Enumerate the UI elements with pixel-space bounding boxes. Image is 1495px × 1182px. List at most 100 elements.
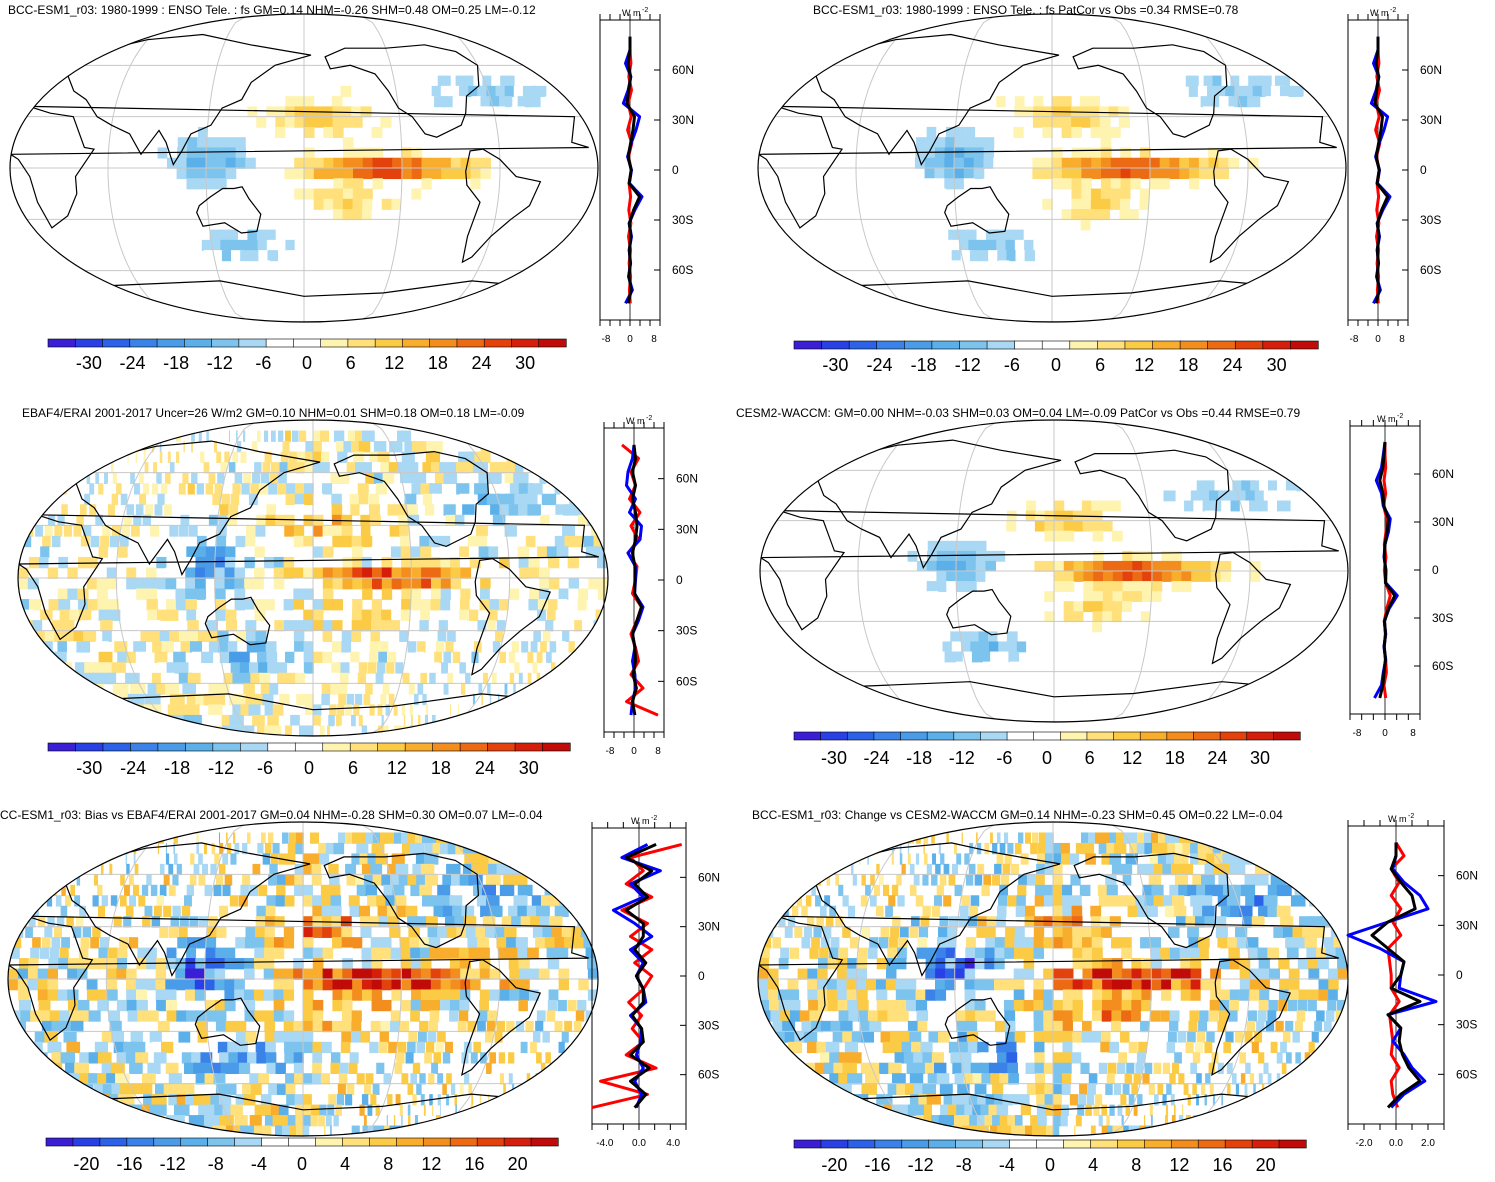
map-cell [252, 472, 261, 484]
coastline [814, 33, 1060, 167]
map-cell [984, 137, 995, 149]
map-field [758, 14, 1346, 322]
colorbar-swatch [422, 1137, 451, 1147]
map-cell [313, 714, 321, 727]
map-cell [80, 620, 94, 632]
map-cell [1014, 239, 1026, 251]
map-cell [517, 905, 531, 917]
map-cell [1062, 1062, 1072, 1074]
map-cell [303, 651, 314, 664]
map-cell [925, 958, 936, 970]
map-cell [304, 483, 314, 495]
map-cell [1091, 1010, 1103, 1022]
map-cell [294, 1073, 304, 1085]
map-cell [498, 1052, 506, 1064]
map-cell [476, 895, 491, 907]
map-cell [294, 1104, 304, 1116]
map-cell [443, 472, 457, 484]
map-cell [264, 1115, 276, 1127]
map-cell [176, 157, 188, 169]
map-cell [994, 947, 1005, 959]
map-cell [236, 137, 247, 149]
map-field [18, 420, 608, 736]
map-cell [1335, 947, 1348, 959]
map-cell [1337, 968, 1348, 980]
map-cell [425, 451, 441, 463]
map-cell [1235, 926, 1248, 938]
map-cell [354, 430, 368, 442]
map-cell [985, 937, 996, 949]
map-cell [800, 863, 802, 876]
map-cell [420, 556, 432, 569]
map-cell [340, 662, 350, 674]
map-cell [164, 239, 178, 251]
map-cell [224, 556, 236, 569]
map-cell [80, 937, 90, 949]
map-cell [997, 905, 1007, 917]
map-cell [1229, 999, 1239, 1012]
map-cell [312, 905, 323, 917]
map-cell [284, 514, 295, 527]
map-cell [479, 958, 491, 970]
map-cell [1239, 989, 1250, 1001]
map-cell [1087, 832, 1100, 844]
map-cell [791, 905, 799, 917]
map-cell [1151, 968, 1162, 980]
map-cell [373, 472, 386, 484]
colorbar-swatch [212, 742, 241, 752]
map-cell [18, 567, 29, 579]
map-cell [303, 1020, 314, 1033]
map-cell [321, 451, 331, 463]
map-cell [957, 229, 970, 241]
map-cell [196, 546, 207, 558]
map-cell [424, 96, 437, 108]
map-cell [1127, 905, 1139, 917]
map-cell [415, 651, 424, 664]
map-cell [486, 895, 500, 907]
map-cell [114, 430, 125, 442]
map-cell [312, 1020, 323, 1033]
map-cell [501, 842, 522, 855]
map-cell [217, 683, 230, 695]
map-cell [1007, 1062, 1019, 1074]
map-cell [1144, 842, 1159, 855]
map-cell [258, 662, 270, 674]
map-cell [396, 504, 409, 516]
map-cell [1280, 1041, 1287, 1054]
map-cell [134, 1094, 151, 1106]
map-cell [758, 989, 770, 1001]
map-cell [1121, 979, 1133, 991]
map-cell [165, 842, 167, 855]
map-cell [422, 662, 431, 674]
colorbar-swatch [1166, 731, 1195, 741]
map-cell [803, 926, 812, 938]
map-cell [61, 1020, 74, 1033]
map-cell [391, 198, 402, 210]
map-cell [834, 853, 837, 865]
map-cell [270, 1104, 281, 1116]
map-cell [1101, 1125, 1110, 1136]
colorbar-swatch [396, 1137, 424, 1147]
map-cell [1092, 530, 1104, 542]
map-cell [1061, 209, 1072, 221]
map-cell [1034, 520, 1046, 532]
map-cell [1288, 999, 1298, 1012]
map-cell [191, 441, 193, 453]
map-cell [342, 137, 354, 149]
map-cell [1032, 168, 1044, 180]
map-cell [1112, 979, 1123, 991]
map-cell [397, 1041, 407, 1054]
map-cell [849, 937, 859, 949]
map-cell [938, 926, 948, 938]
map-cell [1192, 1083, 1197, 1095]
map-cell [296, 1125, 304, 1136]
map-cell [959, 905, 969, 917]
map-cell [361, 989, 373, 1001]
map-cell [927, 1073, 941, 1085]
map-cell [507, 947, 520, 959]
map-cell [313, 441, 322, 453]
map-cell [408, 472, 422, 484]
map-cell [217, 1041, 230, 1054]
colorbar-swatch [347, 338, 376, 348]
map-cell [1062, 989, 1074, 1001]
